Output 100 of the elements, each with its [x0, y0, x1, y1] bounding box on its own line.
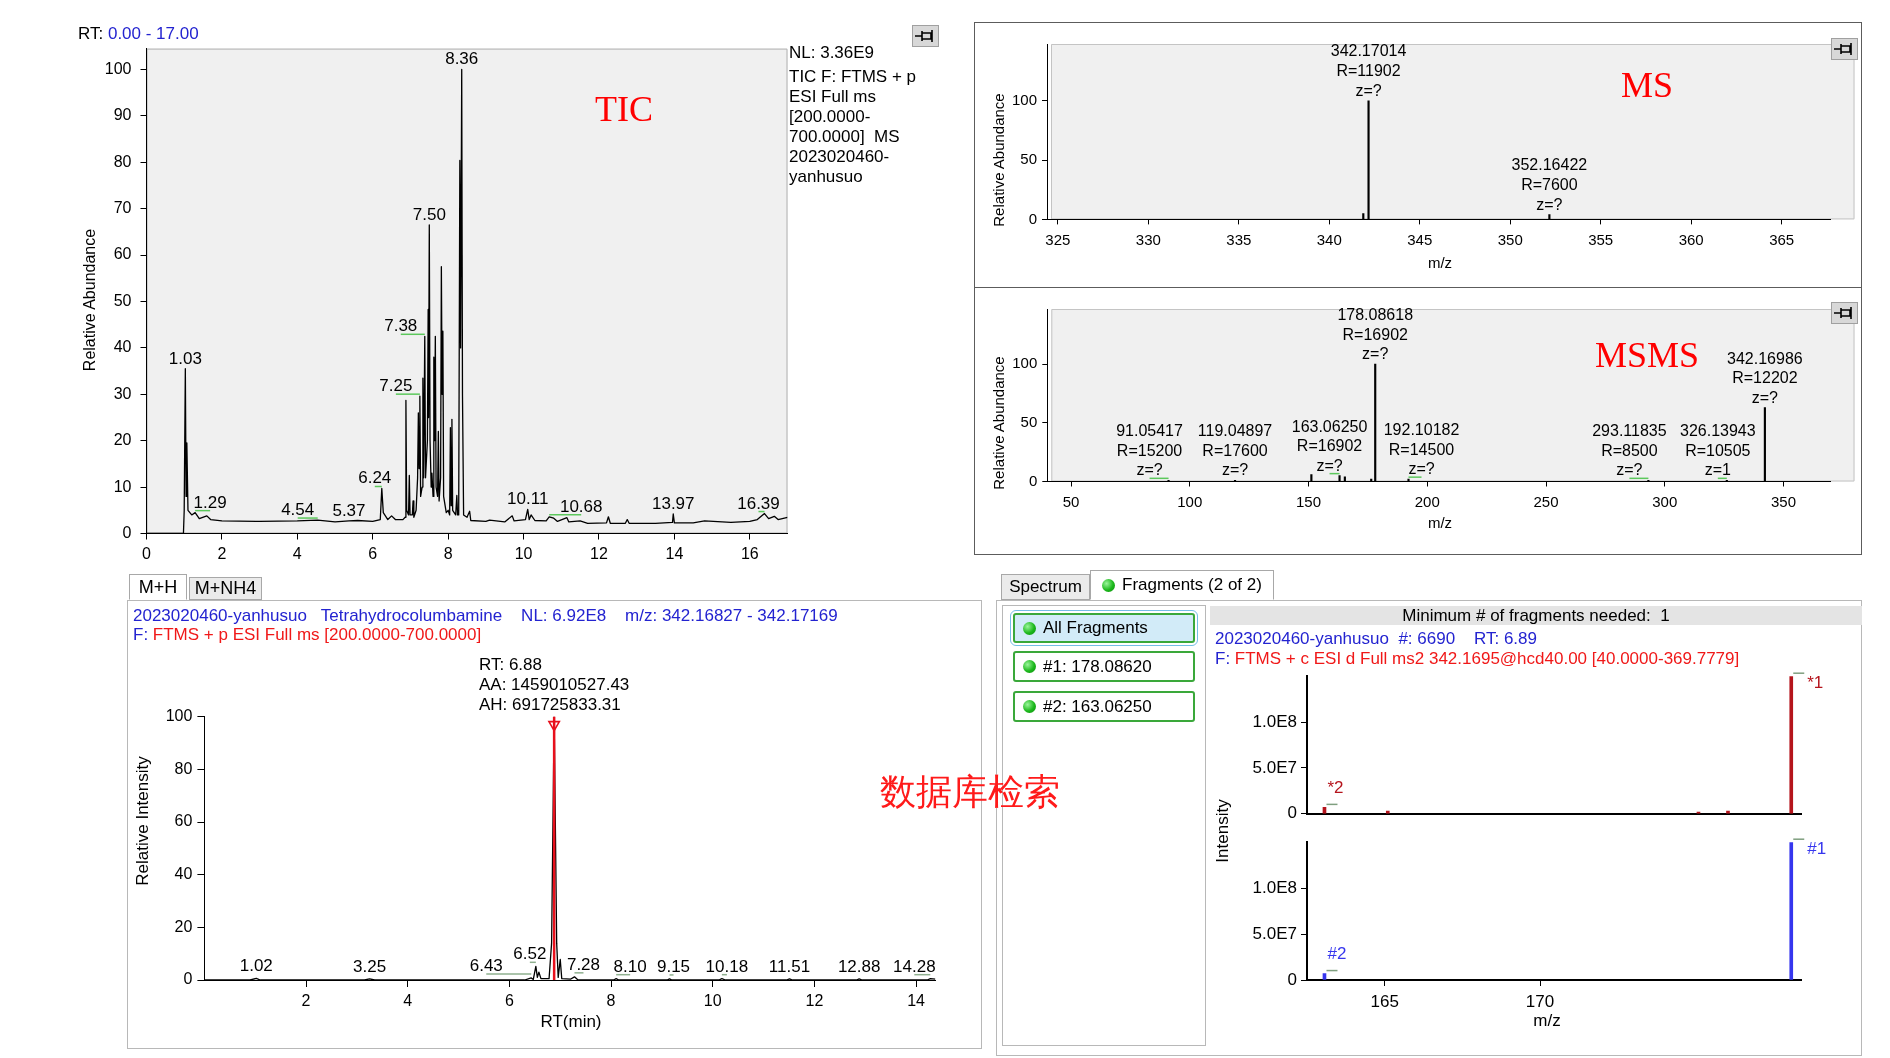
- y-axis-title: Relative Intensity: [133, 756, 153, 886]
- annotation: 91.05417 R=15200 z=?: [1116, 422, 1184, 479]
- annotation: 12.88: [837, 956, 881, 976]
- y-tick-label: 30: [113, 384, 132, 402]
- x-tick-label: 8: [443, 544, 453, 562]
- y-tick-label: 0: [1028, 209, 1037, 227]
- annotation: MSMS: [1594, 333, 1700, 377]
- y-tick-label: 50: [1020, 150, 1037, 168]
- x-tick-label: 250: [1533, 492, 1559, 510]
- x-tick-label: 6: [368, 544, 378, 562]
- annotation: 14.28: [893, 956, 936, 976]
- annotation: 13.97: [651, 494, 695, 514]
- chart-title: RT: 0.00 - 17.00: [78, 24, 199, 43]
- annotation: 16.39: [737, 493, 780, 513]
- x-tick-label: 345: [1407, 230, 1433, 248]
- annotation: MS: [1620, 63, 1674, 107]
- annotation: 3.25: [353, 956, 387, 976]
- y-tick-label: 90: [113, 106, 132, 124]
- y-tick-label: 80: [113, 152, 132, 170]
- y-tick-label: 50: [113, 291, 132, 309]
- text: F: FTMS + c ESI d Full ms2 342.1695@hcd40.00 [40.0000-369.7779]: [1215, 648, 1740, 668]
- x-tick-label: 0: [142, 544, 152, 562]
- bar: [1789, 676, 1794, 814]
- y-tick-label: 50: [1020, 412, 1038, 430]
- x-tick-label: 12: [805, 992, 824, 1010]
- annotation: 10.11: [507, 489, 549, 509]
- y-tick-label: 0: [1287, 969, 1297, 989]
- text: 2023020460-yanhusuo #: 6690 RT: 6.89: [1215, 629, 1537, 649]
- annotation: 6.43: [469, 955, 503, 975]
- text: 2023020460-yanhusuo Tetrahydrocolumbamine NL: 6.92E8 m/z: 342.16827 - 342.17169: [133, 606, 838, 626]
- y-tick-label: 0: [1028, 471, 1038, 489]
- annotation: TIC: [595, 87, 653, 131]
- y-tick-label: 0: [183, 970, 193, 988]
- annotation: 7.28: [566, 954, 601, 974]
- y-axis-title: Relative Abundance: [79, 228, 99, 372]
- x-tick-label: 14: [907, 992, 926, 1010]
- y-tick-label: 60: [113, 245, 132, 263]
- annotation: 192.10182 R=14500 z=?: [1383, 421, 1460, 478]
- x-tick-label: 335: [1226, 230, 1252, 248]
- y-tick-label: 100: [165, 707, 193, 725]
- text: TIC F: FTMS + p ESI Full ms [200.0000-700.0000] MS 2023020460-yanhusuo: [789, 67, 918, 187]
- x-tick-label: 100: [1177, 492, 1203, 510]
- annotation: 6.52: [513, 944, 547, 964]
- y-tick-label: 60: [174, 812, 193, 830]
- x-tick-label: 10: [703, 992, 722, 1010]
- button: #1: 178.08620: [1013, 651, 1195, 682]
- y-tick-label: 0: [1287, 803, 1297, 823]
- y-tick-label: 1.0E8: [1252, 711, 1297, 731]
- y-tick-label: 40: [174, 865, 193, 883]
- annotation: 119.04897 R=17600 z=?: [1197, 422, 1273, 479]
- x-tick-label: 325: [1045, 230, 1071, 248]
- annotation: 10.18: [705, 956, 749, 976]
- x-tick-label: 4: [292, 544, 302, 562]
- x-tick-label: 4: [403, 992, 413, 1010]
- x-tick-label: 360: [1678, 230, 1704, 248]
- x-tick-label: 350: [1770, 492, 1796, 510]
- tab: Spectrum: [1001, 574, 1090, 600]
- y-tick-label: 80: [174, 759, 193, 777]
- y-tick-label: 70: [113, 199, 132, 217]
- annotation: 352.16422 R=7600 z=?: [1511, 155, 1588, 213]
- annotation: 1.02: [239, 956, 273, 976]
- x-tick-label: 300: [1652, 492, 1678, 510]
- y-tick-label: 20: [113, 431, 132, 449]
- x-tick-label: 12: [590, 544, 608, 562]
- x-tick-label: 6: [504, 992, 514, 1010]
- annotation: RT: 6.88 AA: 1459010527.43 AH: 691725833.31: [478, 654, 630, 714]
- annotation: 11.51: [768, 956, 811, 976]
- annotation: 342.16986 R=12202 z=?: [1727, 349, 1803, 406]
- x-tick-label: 355: [1588, 230, 1614, 248]
- y-axis-title: Intensity: [1213, 799, 1233, 863]
- y-tick-label: 100: [1011, 91, 1037, 109]
- x-axis-title: RT(min): [540, 1012, 602, 1032]
- y-tick-label: 5.0E7: [1252, 923, 1297, 943]
- y-tick-label: 100: [104, 59, 132, 77]
- annotation: 7.38: [384, 316, 418, 336]
- x-tick-label: 165: [1370, 991, 1399, 1011]
- x-tick-label: 2: [217, 544, 227, 562]
- y-axis-title: Relative Abundance: [990, 92, 1008, 227]
- text: NL: 3.36E9: [789, 43, 875, 63]
- button: All Fragments: [1013, 613, 1195, 643]
- x-tick-label: 8: [606, 992, 616, 1010]
- x-axis-title: m/z: [1427, 514, 1453, 532]
- x-tick-label: 350: [1497, 230, 1523, 248]
- annotation: 1.03: [168, 348, 202, 368]
- x-tick-label: 365: [1769, 230, 1795, 248]
- text: F: FTMS + p ESI Full ms [200.0000-700.0000]: [133, 625, 482, 644]
- annotation: 1.29: [193, 492, 227, 512]
- annotation: 5.37: [332, 500, 366, 520]
- annotation: 293.11835 R=8500 z=?: [1592, 422, 1667, 479]
- button: #2: 163.06250: [1013, 691, 1195, 722]
- annotation: 178.08618 R=16902 z=?: [1337, 306, 1414, 363]
- x-tick-label: 50: [1062, 492, 1080, 510]
- x-axis-title: m/z: [1427, 254, 1453, 272]
- y-tick-label: 20: [174, 917, 193, 935]
- y-tick-label: 40: [113, 338, 132, 356]
- x-tick-label: 14: [665, 544, 684, 562]
- annotation: 8.10: [613, 956, 647, 976]
- annotation: 8.36: [445, 49, 479, 69]
- annotation: 4.54: [281, 500, 315, 520]
- x-tick-label: 150: [1296, 492, 1322, 510]
